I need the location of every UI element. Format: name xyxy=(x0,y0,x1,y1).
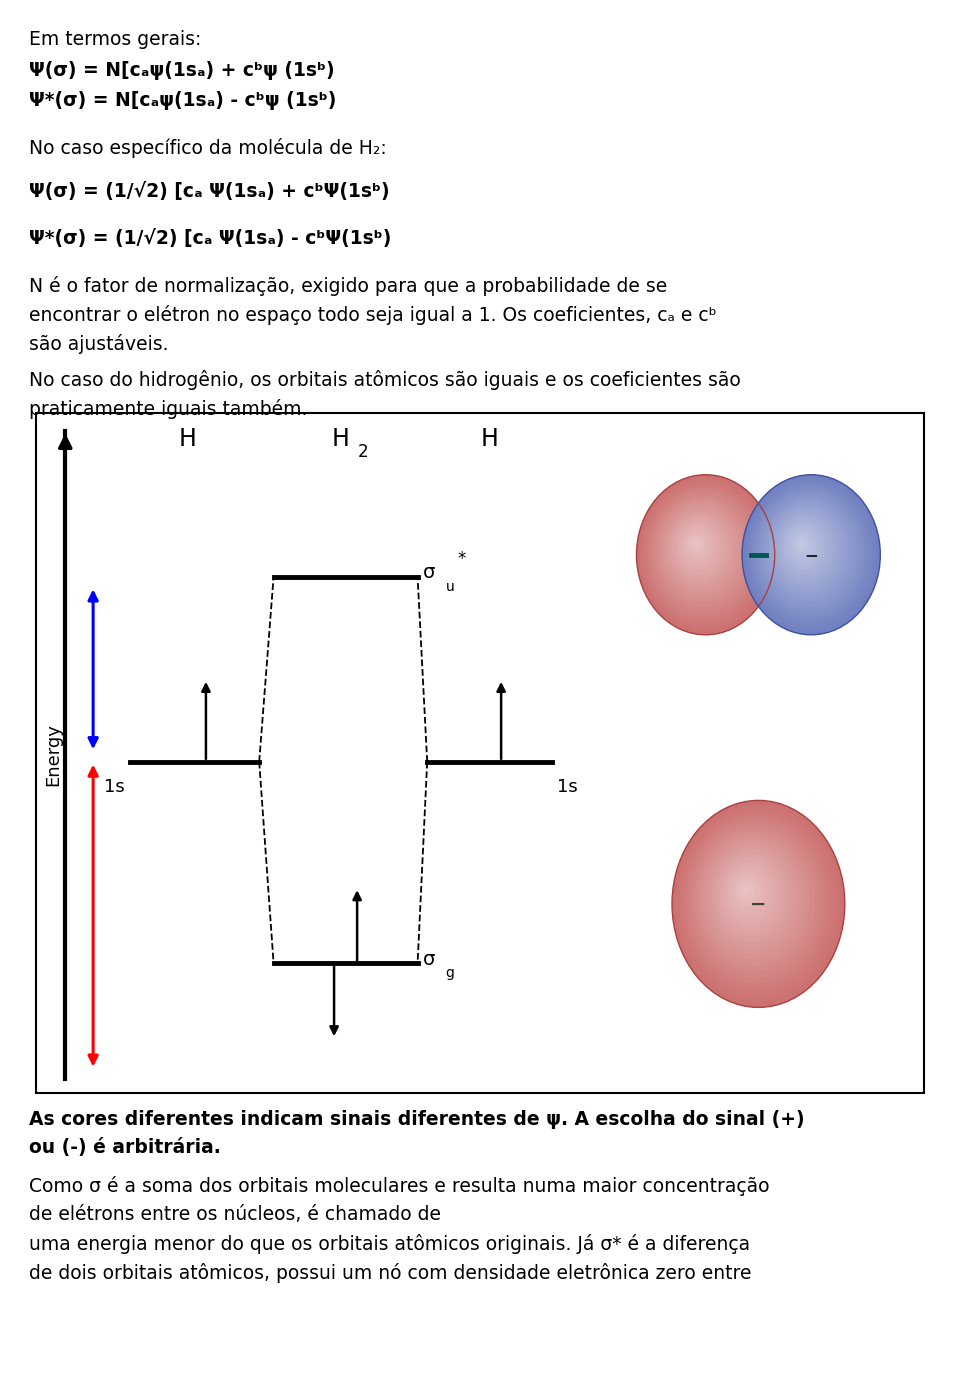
Text: de elétrons entre os núcleos, é chamado de: de elétrons entre os núcleos, é chamado … xyxy=(29,1205,446,1224)
Ellipse shape xyxy=(654,495,751,607)
Ellipse shape xyxy=(762,498,852,603)
Text: praticamente iguais também.: praticamente iguais também. xyxy=(29,399,307,418)
Ellipse shape xyxy=(759,495,856,607)
Ellipse shape xyxy=(683,814,829,989)
Text: Em termos gerais:: Em termos gerais: xyxy=(29,30,202,50)
Ellipse shape xyxy=(716,853,785,936)
Ellipse shape xyxy=(686,533,708,556)
Ellipse shape xyxy=(748,482,873,625)
Ellipse shape xyxy=(690,822,820,977)
Ellipse shape xyxy=(786,526,821,566)
Ellipse shape xyxy=(705,840,800,954)
Ellipse shape xyxy=(692,540,699,548)
Text: Ψ(σ) = (1/√2) [cₐ Ψ(1sₐ) + cᵇΨ(1sᵇ): Ψ(σ) = (1/√2) [cₐ Ψ(1sₐ) + cᵇΨ(1sᵇ) xyxy=(29,182,390,201)
Ellipse shape xyxy=(684,529,711,562)
Ellipse shape xyxy=(772,509,841,589)
Ellipse shape xyxy=(783,523,825,570)
Ellipse shape xyxy=(775,512,836,584)
Ellipse shape xyxy=(672,800,845,1007)
Ellipse shape xyxy=(769,505,845,593)
Text: *: * xyxy=(458,549,467,569)
Text: são ajustáveis.: são ajustáveis. xyxy=(29,334,168,353)
Ellipse shape xyxy=(676,805,840,1002)
Ellipse shape xyxy=(780,519,828,575)
Ellipse shape xyxy=(754,489,864,617)
Ellipse shape xyxy=(720,857,780,930)
Ellipse shape xyxy=(651,491,755,611)
Text: u: u xyxy=(445,580,454,593)
Ellipse shape xyxy=(792,533,813,556)
Text: uma energia menor do que os orbitais atômicos originais. Já σ* é a diferença: uma energia menor do que os orbitais atô… xyxy=(29,1234,750,1253)
Text: −: − xyxy=(750,894,767,914)
Text: σ: σ xyxy=(422,949,435,969)
Text: ou (-) é arbitrária.: ou (-) é arbitrária. xyxy=(29,1138,221,1158)
Ellipse shape xyxy=(636,475,775,635)
Ellipse shape xyxy=(698,831,810,966)
Text: 1s: 1s xyxy=(104,778,125,796)
Ellipse shape xyxy=(663,505,739,593)
Text: g: g xyxy=(445,966,454,980)
Ellipse shape xyxy=(689,535,703,552)
Ellipse shape xyxy=(765,502,849,598)
Ellipse shape xyxy=(734,875,760,907)
Ellipse shape xyxy=(712,849,790,943)
Ellipse shape xyxy=(751,484,869,621)
Ellipse shape xyxy=(669,512,731,584)
Text: σ: σ xyxy=(422,563,435,582)
Ellipse shape xyxy=(789,529,817,562)
Text: encontrar o elétron no espaço todo seja igual a 1. Os coeficientes, cₐ e cᵇ: encontrar o elétron no espaço todo seja … xyxy=(29,305,716,324)
Text: H: H xyxy=(179,428,196,451)
Text: H: H xyxy=(332,428,349,451)
Text: Energy: Energy xyxy=(44,723,61,787)
Ellipse shape xyxy=(731,871,765,912)
Ellipse shape xyxy=(666,509,735,589)
Ellipse shape xyxy=(642,482,767,625)
Ellipse shape xyxy=(681,526,715,566)
Text: 1s: 1s xyxy=(557,778,578,796)
Ellipse shape xyxy=(795,535,808,552)
Ellipse shape xyxy=(742,885,751,894)
Ellipse shape xyxy=(702,836,805,960)
Text: 2: 2 xyxy=(357,443,369,461)
Ellipse shape xyxy=(724,862,776,925)
Ellipse shape xyxy=(678,523,719,570)
Ellipse shape xyxy=(639,477,771,631)
Ellipse shape xyxy=(694,827,815,972)
Text: −: − xyxy=(804,545,818,564)
Ellipse shape xyxy=(708,845,795,948)
Text: Ψ(σ) = N[cₐψ(1sₐ) + cᵇψ (1sᵇ): Ψ(σ) = N[cₐψ(1sₐ) + cᵇψ (1sᵇ) xyxy=(29,61,334,80)
Text: Ψ*(σ) = (1/√2) [cₐ Ψ(1sₐ) - cᵇΨ(1sᵇ): Ψ*(σ) = (1/√2) [cₐ Ψ(1sₐ) - cᵇΨ(1sᵇ) xyxy=(29,229,391,248)
Text: Ψ*(σ) = N[cₐψ(1sₐ) - cᵇψ (1sᵇ): Ψ*(σ) = N[cₐψ(1sₐ) - cᵇψ (1sᵇ) xyxy=(29,91,336,110)
Text: Como σ é a soma dos orbitais moleculares e resulta numa maior concentração: Como σ é a soma dos orbitais moleculares… xyxy=(29,1176,769,1195)
Ellipse shape xyxy=(675,519,723,575)
Ellipse shape xyxy=(745,477,876,631)
Ellipse shape xyxy=(672,516,727,580)
Text: H: H xyxy=(481,428,498,451)
Text: de dois orbitais atômicos, possui um nó com densidade eletrônica zero entre: de dois orbitais atômicos, possui um nó … xyxy=(29,1263,752,1282)
Ellipse shape xyxy=(660,502,743,598)
Ellipse shape xyxy=(727,867,770,918)
Ellipse shape xyxy=(742,475,880,635)
Ellipse shape xyxy=(756,491,860,611)
Ellipse shape xyxy=(778,516,832,580)
Ellipse shape xyxy=(798,540,804,548)
Ellipse shape xyxy=(738,879,756,900)
FancyBboxPatch shape xyxy=(36,413,924,1093)
Text: N é o fator de normalização, exigido para que a probabilidade de se: N é o fator de normalização, exigido par… xyxy=(29,276,667,295)
Ellipse shape xyxy=(645,484,763,621)
Text: No caso específico da molécula de H₂:: No caso específico da molécula de H₂: xyxy=(29,138,387,157)
Text: No caso do hidrogênio, os orbitais atômicos são iguais e os coeficientes são: No caso do hidrogênio, os orbitais atômi… xyxy=(29,370,740,389)
Ellipse shape xyxy=(686,818,825,984)
Ellipse shape xyxy=(648,489,758,617)
Ellipse shape xyxy=(680,809,835,995)
Ellipse shape xyxy=(657,498,747,603)
Text: As cores diferentes indicam sinais diferentes de ψ. A escolha do sinal (+): As cores diferentes indicam sinais difer… xyxy=(29,1110,804,1129)
